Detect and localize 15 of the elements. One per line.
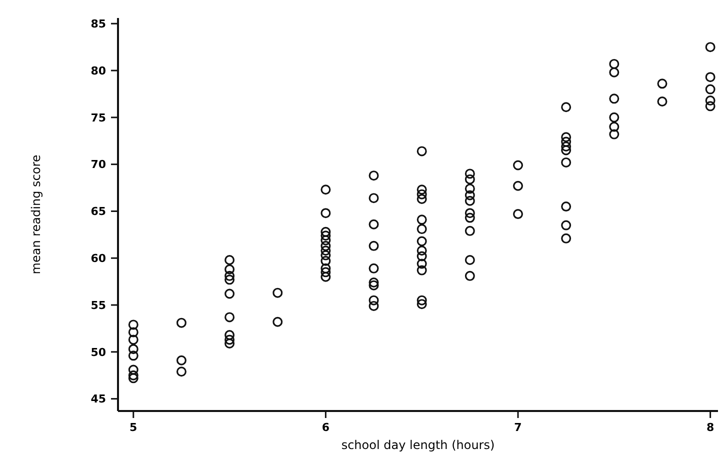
x-axis-title: school day length (hours) [341,438,495,452]
y-tick-label: 75 [90,111,106,124]
x-tick-label: 6 [322,421,330,434]
y-tick-label: 70 [90,158,106,172]
y-tick-label: 60 [90,252,106,265]
y-tick-label: 85 [90,17,106,30]
y-tick-label: 55 [90,298,106,312]
x-tick-label: 7 [514,421,522,434]
y-tick-label: 50 [90,346,106,359]
x-tick-label: 5 [130,421,138,434]
y-tick-label: 65 [90,205,106,218]
y-tick-label: 45 [90,392,106,406]
x-tick-label: 8 [706,421,714,434]
y-tick-label: 80 [90,64,106,78]
y-axis-title: mean reading score [29,154,43,274]
